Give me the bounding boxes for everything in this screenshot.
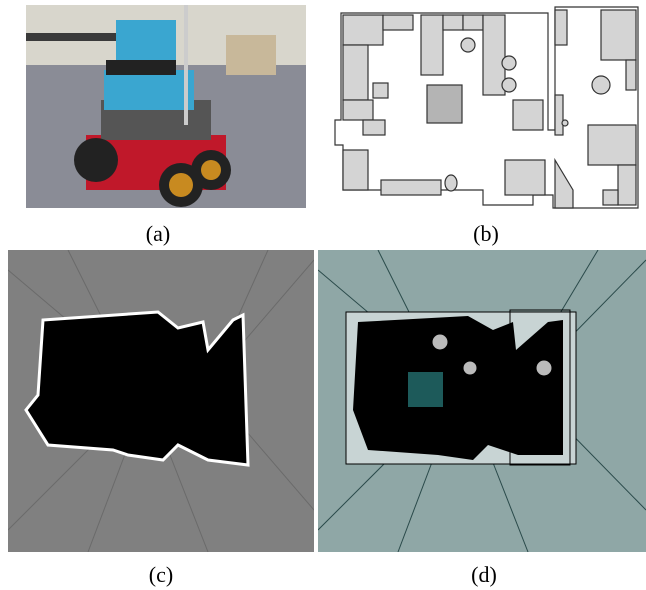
caption: (b): [473, 221, 499, 246]
caption: (a): [145, 221, 171, 246]
caption: (c): [148, 562, 174, 587]
occupancy-map: [8, 250, 314, 552]
robot-photo: [26, 5, 306, 208]
caption: (d): [471, 562, 497, 587]
overlay-map: [318, 250, 646, 552]
floor-plan: [334, 6, 639, 209]
